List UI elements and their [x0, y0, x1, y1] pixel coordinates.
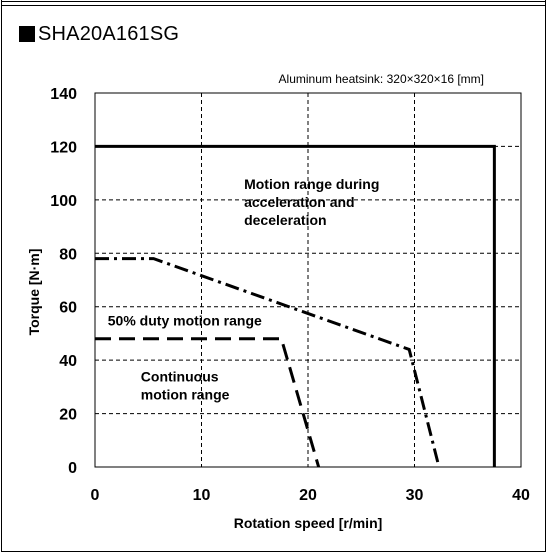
title-square-marker-icon: [19, 26, 35, 42]
annotation-0-line-1: acceleration and: [244, 194, 355, 210]
y-tick-label-4: 80: [59, 246, 77, 263]
chart-annotations: Motion range during acceleration and decel…: [108, 176, 380, 402]
chart-labels: Aluminum heatsink: 320×320×16 [mm] Rotat…: [26, 72, 484, 531]
plot-area-border: [94, 92, 522, 468]
y-tick-label-5: 100: [50, 193, 77, 210]
annotation-0-line-0: Motion range during: [244, 176, 379, 192]
y-tick-label-1: 20: [59, 407, 77, 424]
series-line-2: [95, 337, 321, 468]
annotation-2-line-0: Continuous: [141, 369, 219, 385]
y-axis-label: Torque [N·m]: [26, 249, 42, 336]
chart-subtitle: Aluminum heatsink: 320×320×16 [mm]: [279, 72, 484, 86]
annotation-1-line-0: 50% duty motion range: [108, 312, 262, 328]
x-tick-label-2: 20: [299, 487, 317, 504]
figure-title: SHA20A161SG: [19, 22, 179, 46]
y-tick-label-6: 120: [50, 139, 77, 156]
x-tick-label-0: 0: [91, 487, 100, 504]
annotation-2-line-1: motion range: [141, 387, 230, 403]
y-tick-label-0: 0: [68, 460, 77, 477]
x-axis-label: Rotation speed [r/min]: [234, 515, 383, 531]
figure-title-text: SHA20A161SG: [38, 23, 180, 45]
series-line-0: [95, 144, 496, 467]
chart-grid: [95, 93, 521, 467]
chart-series: [95, 144, 496, 468]
y-tick-label-3: 60: [59, 300, 77, 317]
x-tick-label-1: 10: [193, 487, 211, 504]
y-tick-label-2: 40: [59, 353, 77, 370]
figure-top-border: [1, 0, 546, 6]
annotation-0-line-2: deceleration: [244, 212, 326, 228]
x-tick-label-4: 40: [512, 487, 530, 504]
series-line-1: [95, 257, 441, 468]
x-tick-label-3: 30: [406, 487, 424, 504]
y-tick-label-7: 140: [50, 86, 77, 103]
chart-axes: [94, 92, 522, 468]
chart-tick-labels: 0 10 20 30 40 0 20 40 60 80 100 120 140: [50, 86, 530, 504]
